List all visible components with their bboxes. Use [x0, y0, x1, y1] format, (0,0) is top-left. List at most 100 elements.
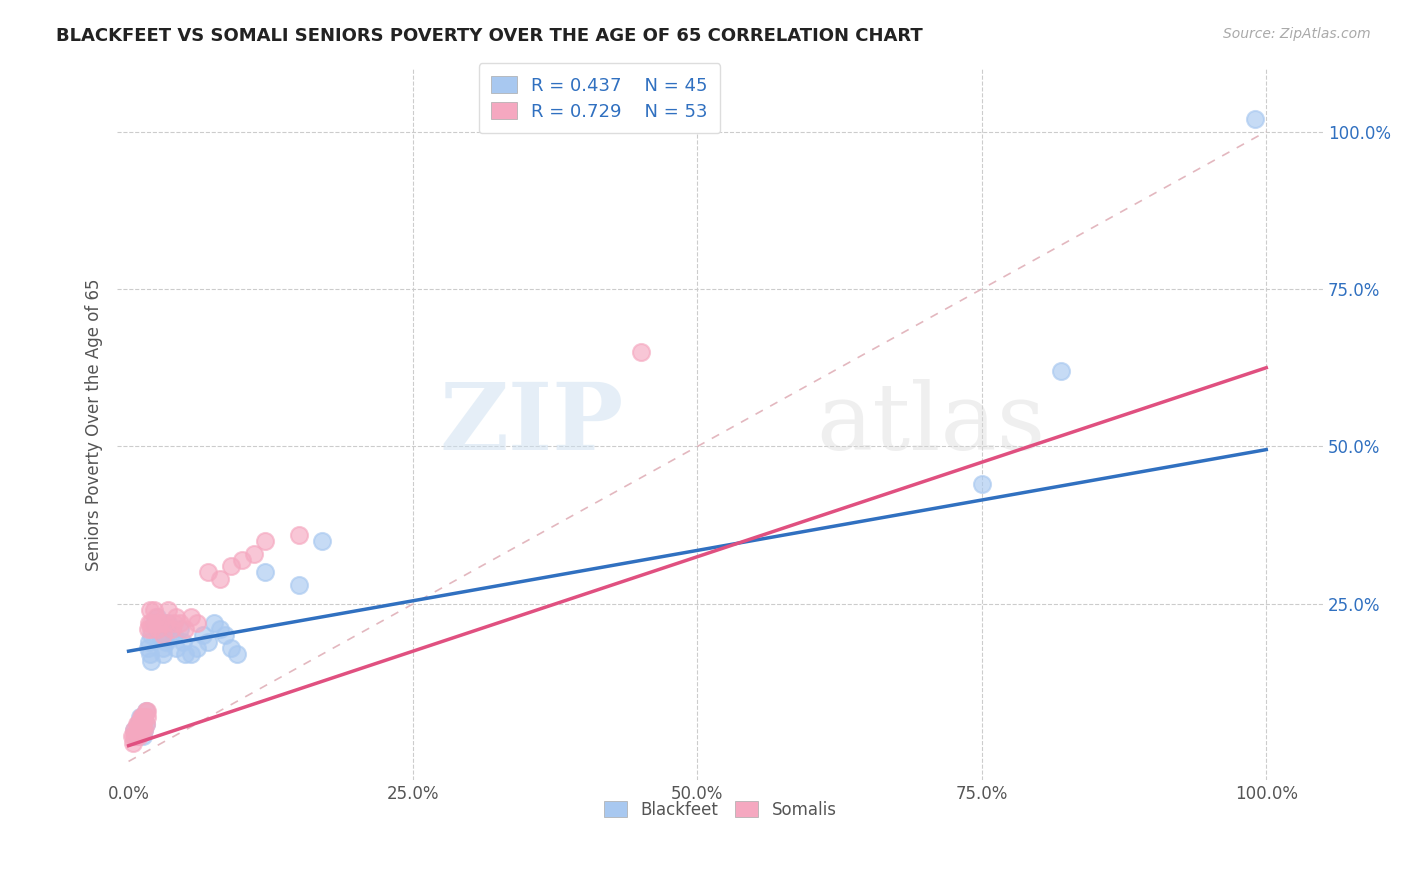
Point — [146, 609, 169, 624]
Point — [163, 615, 186, 630]
Point — [127, 716, 149, 731]
Point — [169, 615, 191, 630]
Point — [132, 716, 155, 731]
Point — [288, 527, 311, 541]
Point — [155, 634, 177, 648]
Point — [135, 710, 157, 724]
Point — [152, 628, 174, 642]
Point — [139, 648, 162, 662]
Point — [180, 648, 202, 662]
Point — [131, 716, 153, 731]
Point — [135, 716, 157, 731]
Point — [129, 716, 152, 731]
Point — [180, 609, 202, 624]
Point — [125, 716, 148, 731]
Text: ZIP: ZIP — [440, 379, 624, 469]
Point — [129, 723, 152, 737]
Point — [152, 648, 174, 662]
Point — [129, 710, 152, 724]
Point — [129, 723, 152, 737]
Text: Source: ZipAtlas.com: Source: ZipAtlas.com — [1223, 27, 1371, 41]
Point — [231, 553, 253, 567]
Point — [219, 640, 242, 655]
Point — [165, 640, 187, 655]
Point — [160, 622, 183, 636]
Point — [134, 710, 156, 724]
Point — [124, 729, 146, 743]
Point — [242, 547, 264, 561]
Point — [122, 723, 145, 737]
Text: BLACKFEET VS SOMALI SENIORS POVERTY OVER THE AGE OF 65 CORRELATION CHART: BLACKFEET VS SOMALI SENIORS POVERTY OVER… — [56, 27, 922, 45]
Point — [202, 615, 225, 630]
Point — [153, 628, 176, 642]
Point — [157, 615, 180, 630]
Point — [186, 615, 208, 630]
Point — [141, 622, 163, 636]
Point — [122, 729, 145, 743]
Point — [254, 566, 277, 580]
Point — [311, 533, 333, 548]
Point — [135, 704, 157, 718]
Point — [128, 723, 150, 737]
Point — [146, 622, 169, 636]
Point — [136, 622, 159, 636]
Point — [208, 572, 231, 586]
Point — [122, 723, 145, 737]
Point — [132, 729, 155, 743]
Point — [131, 710, 153, 724]
Point — [165, 609, 187, 624]
Point — [288, 578, 311, 592]
Point — [146, 615, 169, 630]
Point — [127, 723, 149, 737]
Point — [174, 622, 197, 636]
Point — [141, 654, 163, 668]
Point — [157, 603, 180, 617]
Point — [163, 628, 186, 642]
Point — [191, 628, 214, 642]
Point — [129, 710, 152, 724]
Point — [152, 640, 174, 655]
Point — [160, 622, 183, 636]
Point — [186, 640, 208, 655]
Point — [225, 648, 247, 662]
Point — [141, 615, 163, 630]
Point — [128, 729, 150, 743]
Point — [254, 533, 277, 548]
Point — [208, 622, 231, 636]
Point — [153, 615, 176, 630]
Point — [132, 710, 155, 724]
Point — [138, 634, 160, 648]
Y-axis label: Seniors Poverty Over the Age of 65: Seniors Poverty Over the Age of 65 — [86, 278, 103, 571]
Point — [131, 723, 153, 737]
Point — [135, 716, 157, 731]
Point — [135, 704, 157, 718]
Legend: Blackfeet, Somalis: Blackfeet, Somalis — [598, 794, 844, 825]
Point — [121, 729, 143, 743]
Point — [141, 628, 163, 642]
Point — [142, 603, 165, 617]
Point — [169, 622, 191, 636]
Point — [174, 648, 197, 662]
Point — [122, 735, 145, 749]
Point — [214, 628, 236, 642]
Point — [149, 628, 172, 642]
Text: atlas: atlas — [817, 379, 1046, 469]
Point — [630, 345, 652, 359]
Point — [197, 634, 219, 648]
Point — [1244, 112, 1267, 126]
Point — [146, 622, 169, 636]
Point — [125, 723, 148, 737]
Point — [134, 723, 156, 737]
Point — [136, 640, 159, 655]
Point — [142, 615, 165, 630]
Point — [127, 716, 149, 731]
Point — [125, 729, 148, 743]
Point — [219, 559, 242, 574]
Point — [134, 723, 156, 737]
Point — [135, 704, 157, 718]
Point — [197, 566, 219, 580]
Point — [149, 615, 172, 630]
Point — [172, 634, 194, 648]
Point — [970, 477, 993, 491]
Point — [145, 609, 167, 624]
